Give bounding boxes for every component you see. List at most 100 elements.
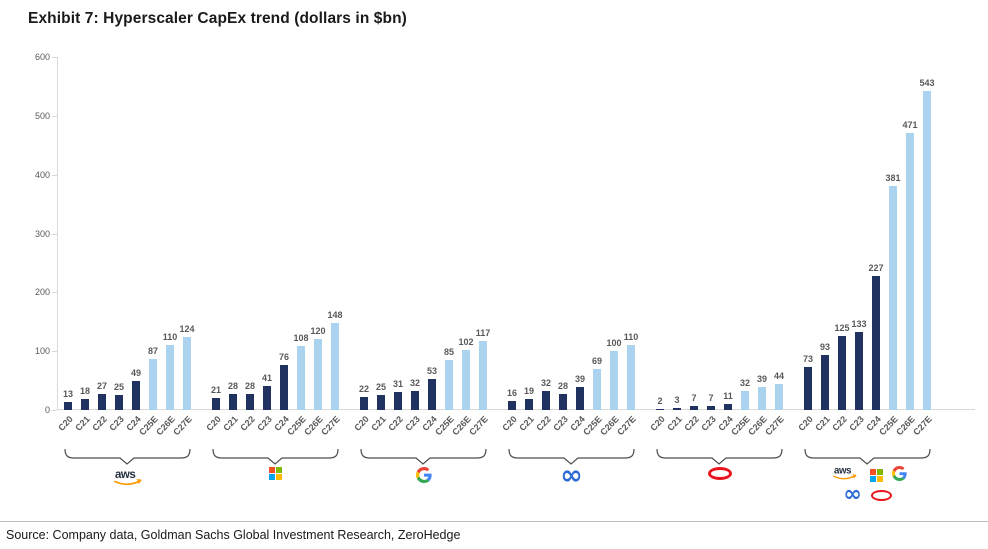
y-tick-label: 100 xyxy=(34,346,50,357)
bar-column: 110 C26E xyxy=(154,57,177,437)
x-tick-label: C23 xyxy=(403,414,422,433)
x-tick-label: C27E xyxy=(615,414,638,438)
bar-area: 21 C20 28 C21 28 C22 41 C23 76 C24 108 C25E 120 C26E 1… xyxy=(204,57,342,437)
x-tick-label: C23 xyxy=(255,414,274,433)
x-tick-label: C26E xyxy=(450,414,473,438)
bar-area: 16 C20 19 C21 32 C22 28 C23 39 C24 69 C25E 100 C26E 11… xyxy=(500,57,639,437)
bar-column: 11 C24 xyxy=(716,57,735,433)
bar xyxy=(280,365,288,410)
bar xyxy=(508,400,516,410)
bar-column: 3 C21 xyxy=(665,57,684,433)
bar-group-meta: 16 C20 19 C21 32 C22 28 C23 39 C24 69 C25E 100 C26E 11… xyxy=(500,57,639,489)
bar-column: 73 C20 xyxy=(796,57,815,433)
x-tick-label: C25E xyxy=(877,414,900,438)
bar xyxy=(627,345,635,410)
bar-column: 93 C21 xyxy=(813,57,832,433)
bar xyxy=(775,384,783,410)
bar xyxy=(331,322,339,410)
bar-value-label: 28 xyxy=(244,380,256,391)
bar xyxy=(479,341,487,410)
bar-value-label: 73 xyxy=(802,354,814,365)
x-tick-label: C21 xyxy=(369,414,388,433)
bar-value-label: 3 xyxy=(674,395,680,406)
x-tick-label: C20 xyxy=(648,414,667,433)
bar-column: 18 C21 xyxy=(73,57,92,432)
bar-column: 32 C22 xyxy=(534,57,553,433)
bar-value-label: 227 xyxy=(868,263,884,274)
x-tick-label: C21 xyxy=(73,414,92,433)
y-tick-mark xyxy=(52,292,57,294)
bar-value-label: 13 xyxy=(62,389,74,400)
x-tick-label: C22 xyxy=(534,414,553,433)
bar xyxy=(889,185,897,410)
bar-column: 39 C24 xyxy=(568,57,587,433)
microsoft-logo-icon xyxy=(869,469,883,482)
group-bracket-icon xyxy=(508,448,635,465)
bar-value-label: 7 xyxy=(691,392,697,403)
bar-column: 87 C25E xyxy=(137,57,160,437)
svg-text:aws: aws xyxy=(834,465,851,476)
bar xyxy=(542,391,550,410)
bar-column: 133 C23 xyxy=(847,57,866,433)
x-tick-label: C20 xyxy=(56,414,75,433)
bar-column: 49 C24 xyxy=(124,57,143,433)
x-tick-label: C22 xyxy=(90,414,109,433)
bar-area: 2 C20 3 C21 7 C22 7 C23 11 C24 32 C25E 39 C26E 44 C27E xyxy=(648,57,786,437)
bar xyxy=(462,350,470,410)
microsoft-logo-icon xyxy=(210,467,341,480)
bar xyxy=(838,336,846,410)
meta-logo-icon: ∞ xyxy=(560,460,583,491)
bar-value-label: 100 xyxy=(606,338,622,349)
bar-group-google: 22 C20 25 C21 31 C22 32 C23 53 C24 85 C25E 102 C26E 11… xyxy=(352,57,490,483)
bar-column: 16 C20 xyxy=(500,57,519,433)
bar-column: 108 C25E xyxy=(285,57,308,437)
x-tick-label: C25E xyxy=(729,414,752,438)
bar-value-label: 2 xyxy=(657,395,663,406)
x-tick-label: C26E xyxy=(154,414,177,438)
bar-value-label: 85 xyxy=(443,347,455,357)
bar-value-label: 108 xyxy=(293,333,309,344)
bar-value-label: 93 xyxy=(819,342,831,353)
y-tick-mark xyxy=(52,351,57,353)
bar-value-label: 110 xyxy=(623,332,639,343)
bar-value-label: 69 xyxy=(591,356,603,367)
bar xyxy=(411,391,419,410)
x-tick-label: C23 xyxy=(847,414,866,433)
bar-area: 13 C20 18 C21 27 C22 25 C23 49 C24 87 C25E 110 C26E 12… xyxy=(56,57,194,437)
plot-area xyxy=(57,57,975,410)
bar-value-label: 19 xyxy=(523,385,535,396)
bar-value-label: 21 xyxy=(210,384,222,395)
bar-value-label: 41 xyxy=(261,372,273,383)
bar xyxy=(906,132,914,410)
x-tick-label: C25E xyxy=(285,414,308,438)
bar xyxy=(64,402,72,410)
bar xyxy=(115,395,123,410)
all-hyperscalers-logos: aws xyxy=(802,464,933,506)
bar xyxy=(98,394,106,410)
bar-value-label: 25 xyxy=(375,382,387,393)
bar-column: 13 C20 xyxy=(56,57,75,433)
bar-value-label: 27 xyxy=(96,381,108,392)
bar-value-label: 49 xyxy=(130,368,142,379)
bar-value-label: 87 xyxy=(147,345,159,356)
bar xyxy=(741,391,749,410)
x-tick-label: C20 xyxy=(352,414,371,433)
y-tick-mark xyxy=(52,410,57,411)
x-tick-label: C27E xyxy=(911,414,934,438)
oracle-logo-icon xyxy=(654,467,785,480)
x-tick-label: C26E xyxy=(894,414,917,438)
bar-column: 76 C24 xyxy=(272,57,291,433)
bar xyxy=(229,393,237,410)
bar xyxy=(183,337,191,410)
aws-logo-icon: aws xyxy=(62,467,193,488)
bar xyxy=(360,397,368,410)
x-tick-label: C25E xyxy=(581,414,604,438)
y-tick-mark xyxy=(52,233,57,235)
bar-column: 85 C25E xyxy=(433,57,456,437)
bar-column: 148 C27E xyxy=(319,57,342,437)
bar-value-label: 120 xyxy=(310,326,326,337)
bar xyxy=(394,391,402,410)
y-tick-label: 0 xyxy=(44,405,50,415)
bar-value-label: 32 xyxy=(739,378,751,389)
bar-column: 7 C22 xyxy=(682,57,701,433)
